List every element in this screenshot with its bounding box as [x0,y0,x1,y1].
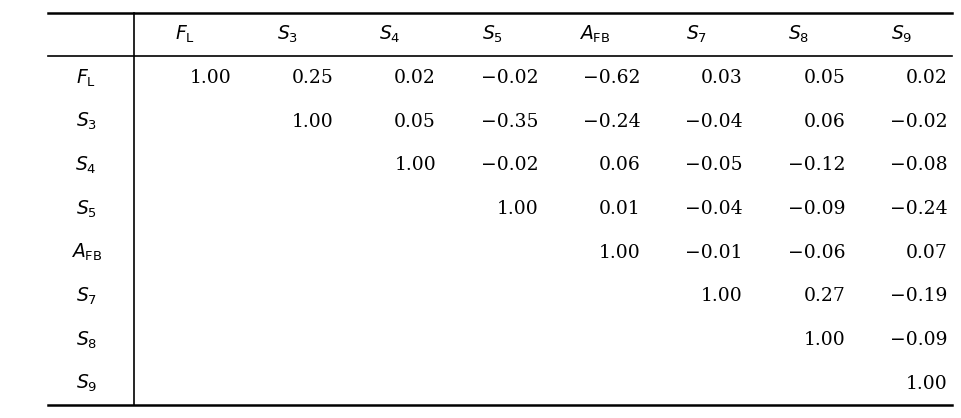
Text: $S_7$: $S_7$ [76,285,97,307]
Text: $S_9$: $S_9$ [890,24,911,45]
Text: $S_3$: $S_3$ [277,24,298,45]
Text: −0.04: −0.04 [684,200,742,218]
Text: $A_{\mathrm{FB}}$: $A_{\mathrm{FB}}$ [70,242,102,263]
Text: −0.62: −0.62 [582,69,640,87]
Text: 0.02: 0.02 [394,69,435,87]
Text: 1.00: 1.00 [496,200,538,218]
Text: $S_7$: $S_7$ [685,24,706,45]
Text: $S_4$: $S_4$ [379,24,400,45]
Text: 1.00: 1.00 [701,287,742,305]
Text: 0.06: 0.06 [599,156,640,174]
Text: −0.01: −0.01 [685,244,742,262]
Text: 0.27: 0.27 [802,287,845,305]
Text: −0.35: −0.35 [480,113,538,131]
Text: 1.00: 1.00 [905,375,947,393]
Text: 0.07: 0.07 [904,244,947,262]
Text: 0.05: 0.05 [802,69,845,87]
Text: 1.00: 1.00 [599,244,640,262]
Text: 0.05: 0.05 [394,113,435,131]
Text: 1.00: 1.00 [394,156,435,174]
Text: $S_4$: $S_4$ [75,155,97,176]
Text: −0.24: −0.24 [582,113,640,131]
Text: $S_5$: $S_5$ [76,199,97,219]
Text: −0.05: −0.05 [684,156,742,174]
Text: −0.19: −0.19 [889,287,947,305]
Text: $S_8$: $S_8$ [76,329,97,351]
Text: −0.02: −0.02 [889,113,947,131]
Text: −0.08: −0.08 [889,156,947,174]
Text: −0.06: −0.06 [787,244,845,262]
Text: $F_{\mathrm{L}}$: $F_{\mathrm{L}}$ [175,24,195,45]
Text: −0.04: −0.04 [684,113,742,131]
Text: 0.01: 0.01 [599,200,640,218]
Text: 0.06: 0.06 [802,113,845,131]
Text: $S_8$: $S_8$ [787,24,809,45]
Text: $S_9$: $S_9$ [76,373,97,394]
Text: 1.00: 1.00 [189,69,232,87]
Text: −0.09: −0.09 [787,200,845,218]
Text: $A_{\mathrm{FB}}$: $A_{\mathrm{FB}}$ [579,24,609,45]
Text: 1.00: 1.00 [802,331,845,349]
Text: $S_5$: $S_5$ [481,24,502,45]
Text: $F_{\mathrm{L}}$: $F_{\mathrm{L}}$ [76,67,96,89]
Text: −0.24: −0.24 [889,200,947,218]
Text: −0.12: −0.12 [787,156,845,174]
Text: 0.02: 0.02 [904,69,947,87]
Text: $S_3$: $S_3$ [76,111,97,133]
Text: −0.09: −0.09 [889,331,947,349]
Text: 0.03: 0.03 [701,69,742,87]
Text: 0.25: 0.25 [291,69,333,87]
Text: −0.02: −0.02 [480,69,538,87]
Text: 1.00: 1.00 [292,113,333,131]
Text: −0.02: −0.02 [480,156,538,174]
